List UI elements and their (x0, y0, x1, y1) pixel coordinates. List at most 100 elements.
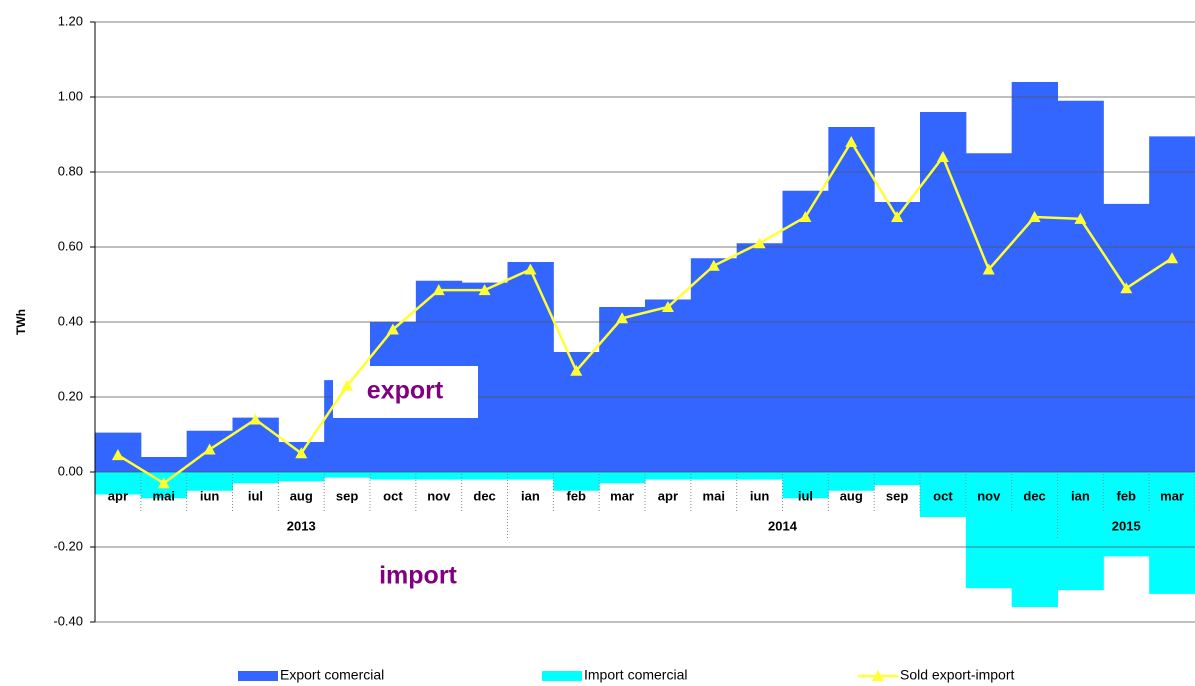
marker (524, 263, 537, 275)
x-tick-label: feb (567, 488, 587, 503)
x-tick-label: oct (383, 488, 403, 503)
bar (1057, 472, 1104, 591)
x-tick-label: mar (1160, 488, 1184, 503)
legend-label: Sold export-import (900, 667, 1014, 683)
marker (570, 364, 583, 376)
x-tick-label: mar (610, 488, 634, 503)
legend-label: Import comercial (584, 667, 687, 683)
marker (982, 263, 995, 275)
bar (461, 472, 508, 480)
marker (341, 379, 354, 391)
x-tick-label: ian (521, 488, 540, 503)
y-tick-label: 1.20 (58, 13, 83, 28)
bar (553, 472, 600, 491)
marker (203, 443, 216, 455)
bar (232, 472, 279, 484)
x-tick-label: mai (703, 488, 725, 503)
bar (965, 472, 1013, 589)
y-tick-label: 0.80 (58, 163, 83, 178)
x-tick-label: ian (1071, 488, 1090, 503)
y-tick-label: -0.40 (53, 613, 83, 628)
marker (157, 477, 170, 489)
legend-label: Export comercial (280, 667, 384, 683)
marker (707, 259, 720, 271)
y-tick-label: 0.40 (58, 313, 83, 328)
bar (645, 472, 692, 480)
bar (232, 417, 279, 472)
y-tick-label: 0.00 (58, 463, 83, 478)
bar (690, 472, 738, 480)
bar (874, 472, 921, 486)
y-tick-label: 0.20 (58, 388, 83, 403)
x-tick-label: apr (108, 488, 128, 503)
x-tick-label: sep (886, 488, 908, 503)
marker (386, 323, 399, 335)
marker (936, 151, 949, 162)
x-tick-label: iul (798, 488, 813, 503)
bar (1103, 203, 1150, 472)
bar (1149, 136, 1195, 472)
marker (1166, 252, 1179, 264)
marker (753, 237, 766, 249)
marker (295, 447, 308, 459)
x-tick-label: iun (750, 488, 770, 503)
year-label: 2013 (287, 518, 316, 533)
x-tick-label: aug (290, 488, 313, 503)
y-tick-label: 0.60 (58, 238, 83, 253)
bar (507, 472, 554, 480)
legend-swatch (872, 670, 884, 681)
bar (599, 472, 646, 484)
x-tick-label: oct (933, 488, 953, 503)
y-tick-label: -0.20 (53, 538, 83, 553)
legend-swatch (238, 671, 278, 681)
bar (370, 472, 417, 480)
bar (645, 299, 692, 472)
bar (782, 472, 829, 499)
bar (920, 112, 967, 472)
bar (415, 472, 463, 480)
x-tick-label: iul (248, 488, 263, 503)
x-tick-label: mai (153, 488, 175, 503)
x-tick-label: iun (200, 488, 220, 503)
bar (140, 457, 188, 472)
marker (845, 136, 858, 147)
bar (278, 472, 325, 482)
year-label: 2014 (768, 518, 798, 533)
x-tick-label: sep (336, 488, 358, 503)
marker (799, 211, 812, 222)
bar (965, 153, 1013, 472)
x-tick-label: aug (840, 488, 863, 503)
x-tick-label: apr (658, 488, 678, 503)
bar (736, 243, 783, 472)
marker (661, 301, 674, 312)
x-tick-label: nov (977, 488, 1001, 503)
year-label: 2015 (1112, 518, 1141, 533)
bar (920, 472, 967, 517)
marker (1120, 282, 1133, 294)
bar (1057, 100, 1104, 472)
bar (690, 258, 738, 472)
bar (782, 190, 829, 472)
marker (1074, 212, 1087, 224)
annotation: import (379, 562, 457, 590)
x-tick-label: nov (427, 488, 451, 503)
bar (1011, 82, 1058, 472)
legend-swatch (542, 671, 582, 681)
x-tick-label: dec (1023, 488, 1045, 503)
bar (95, 472, 142, 495)
line (117, 139, 1173, 485)
marker (249, 413, 262, 425)
bar (828, 127, 875, 472)
annotation: export (367, 377, 444, 405)
bar (1103, 472, 1150, 557)
marker (432, 284, 445, 296)
bar (186, 472, 233, 491)
bar (828, 472, 875, 491)
marker (1028, 211, 1041, 222)
marker (616, 312, 629, 324)
bar (599, 307, 646, 472)
x-tick-label: dec (473, 488, 495, 503)
y-tick-label: 1.00 (58, 88, 83, 103)
y-axis-label: TWh (14, 309, 28, 335)
bar (507, 262, 554, 472)
